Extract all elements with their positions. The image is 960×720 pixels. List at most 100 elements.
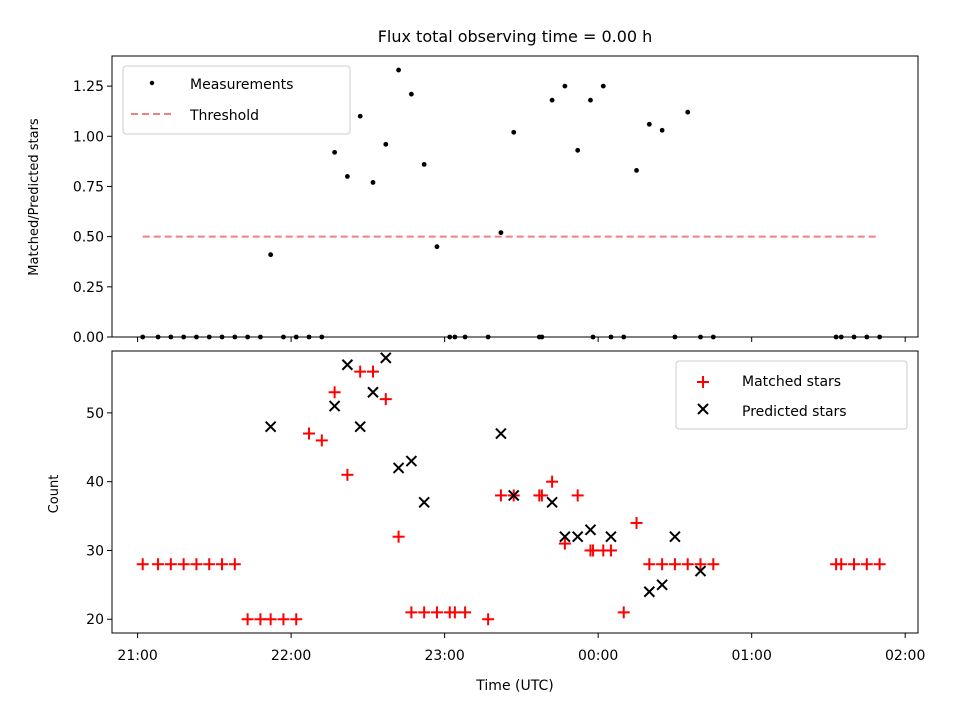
- measurement-point: [357, 113, 363, 119]
- matched-star-point: [571, 489, 584, 502]
- y-tick-label: 0.25: [73, 280, 104, 296]
- top-chart: Flux total observing time = 0.00 h Match…: [27, 27, 919, 346]
- predicted-star-point: [341, 359, 354, 371]
- legend-measurements-label: Measurements: [190, 77, 293, 93]
- predicted-star-point: [546, 496, 558, 509]
- measurement-point: [562, 83, 568, 89]
- x-tick-label: 22:00: [271, 648, 311, 664]
- bottom-data-marks: [136, 352, 886, 626]
- measurement-point: [219, 334, 225, 340]
- measurement-point: [168, 334, 174, 340]
- predicted-star-point: [584, 524, 597, 536]
- bottom-axes: 20 30 40 50 21:00 22:00 23:00 00:00 01:00 02:00: [86, 350, 925, 664]
- measurement-point: [332, 149, 338, 155]
- predicted-star-point: [380, 352, 392, 364]
- measurement-point: [383, 141, 389, 147]
- measurement-point: [447, 334, 453, 340]
- measurement-point: [833, 334, 839, 340]
- matched-star-point: [379, 393, 392, 406]
- predicted-star-point: [571, 531, 584, 543]
- measurement-point: [293, 334, 299, 340]
- matched-star-point: [354, 365, 367, 378]
- matched-star-point: [228, 558, 241, 571]
- predicted-star-point: [694, 565, 707, 577]
- matched-star-point: [643, 558, 656, 571]
- bottom-x-axis-label: Time (UTC): [475, 678, 553, 694]
- measurement-point: [258, 334, 263, 340]
- matched-star-point: [835, 558, 848, 571]
- legend-predicted-label: Predicted stars: [742, 404, 847, 420]
- legend-matched-marker: [697, 376, 709, 388]
- matched-star-point: [136, 558, 149, 571]
- measurement-point: [851, 334, 857, 340]
- predicted-star-point: [669, 531, 681, 543]
- measurement-point: [498, 230, 504, 236]
- predicted-star-point: [605, 531, 617, 543]
- matched-star-point: [366, 365, 379, 378]
- y-tick-label: 50: [86, 406, 104, 422]
- measurement-point: [421, 161, 427, 167]
- matched-star-point: [405, 606, 418, 619]
- legend-matched-label: Matched stars: [742, 374, 841, 390]
- matched-star-point: [694, 558, 707, 571]
- matched-star-point: [241, 613, 254, 626]
- matched-star-point: [203, 558, 216, 571]
- matched-star-point: [430, 606, 443, 619]
- measurement-point: [345, 174, 350, 179]
- legend-threshold-label: Threshold: [189, 108, 259, 124]
- predicted-star-point: [495, 427, 507, 440]
- measurement-point: [621, 334, 627, 340]
- matched-star-point: [216, 558, 229, 571]
- top-legend-box: [122, 65, 351, 135]
- y-tick-label: 40: [86, 475, 104, 491]
- matched-star-point: [546, 475, 559, 488]
- measurement-point: [206, 334, 212, 340]
- matched-star-point: [264, 613, 277, 626]
- x-tick-label: 01:00: [732, 648, 772, 664]
- predicted-star-point: [508, 489, 520, 502]
- predicted-star-point: [656, 579, 668, 591]
- measurement-point: [710, 334, 716, 340]
- bottom-y-axis-label: Count: [47, 475, 62, 514]
- measurement-point: [838, 334, 844, 340]
- matched-star-point: [587, 544, 600, 557]
- measurement-point: [588, 97, 593, 103]
- matched-star-point: [681, 558, 694, 571]
- matched-star-point: [494, 489, 507, 502]
- matched-star-point: [448, 606, 461, 619]
- matched-star-point: [315, 434, 328, 447]
- predicted-star-point: [392, 462, 405, 474]
- y-tick-label: 0.50: [73, 230, 104, 246]
- matched-star-point: [668, 558, 681, 571]
- predicted-star-point: [559, 531, 571, 543]
- matched-star-point: [164, 558, 177, 571]
- top-data-marks: [140, 67, 883, 340]
- measurement-point: [698, 334, 703, 340]
- y-tick-label: 1.25: [73, 79, 104, 95]
- predicted-star-point: [328, 400, 341, 412]
- measurement-point: [306, 334, 312, 340]
- matched-star-point: [303, 427, 316, 440]
- measurement-point: [396, 67, 401, 73]
- matched-star-point: [707, 558, 720, 571]
- matched-star-point: [656, 558, 669, 571]
- predicted-star-point: [418, 496, 430, 509]
- legend-measurements-marker: [149, 80, 155, 86]
- y-tick-label: 20: [86, 612, 104, 628]
- measurement-point: [319, 334, 325, 340]
- measurement-point: [281, 334, 286, 340]
- measurement-point: [434, 244, 440, 250]
- matched-star-point: [254, 613, 267, 626]
- predicted-star-point: [264, 420, 277, 433]
- measurement-point: [462, 334, 468, 340]
- matched-star-point: [328, 386, 341, 399]
- measurement-point: [485, 334, 491, 340]
- top-axes: 0.00 0.25 0.50 0.75 1.00 1.25: [73, 55, 919, 346]
- matched-star-point: [177, 558, 190, 571]
- legend-predicted-marker: [697, 403, 709, 415]
- measurement-point: [140, 334, 146, 340]
- matched-star-point: [848, 558, 861, 571]
- matched-star-point: [152, 558, 165, 571]
- matched-star-point: [290, 613, 303, 626]
